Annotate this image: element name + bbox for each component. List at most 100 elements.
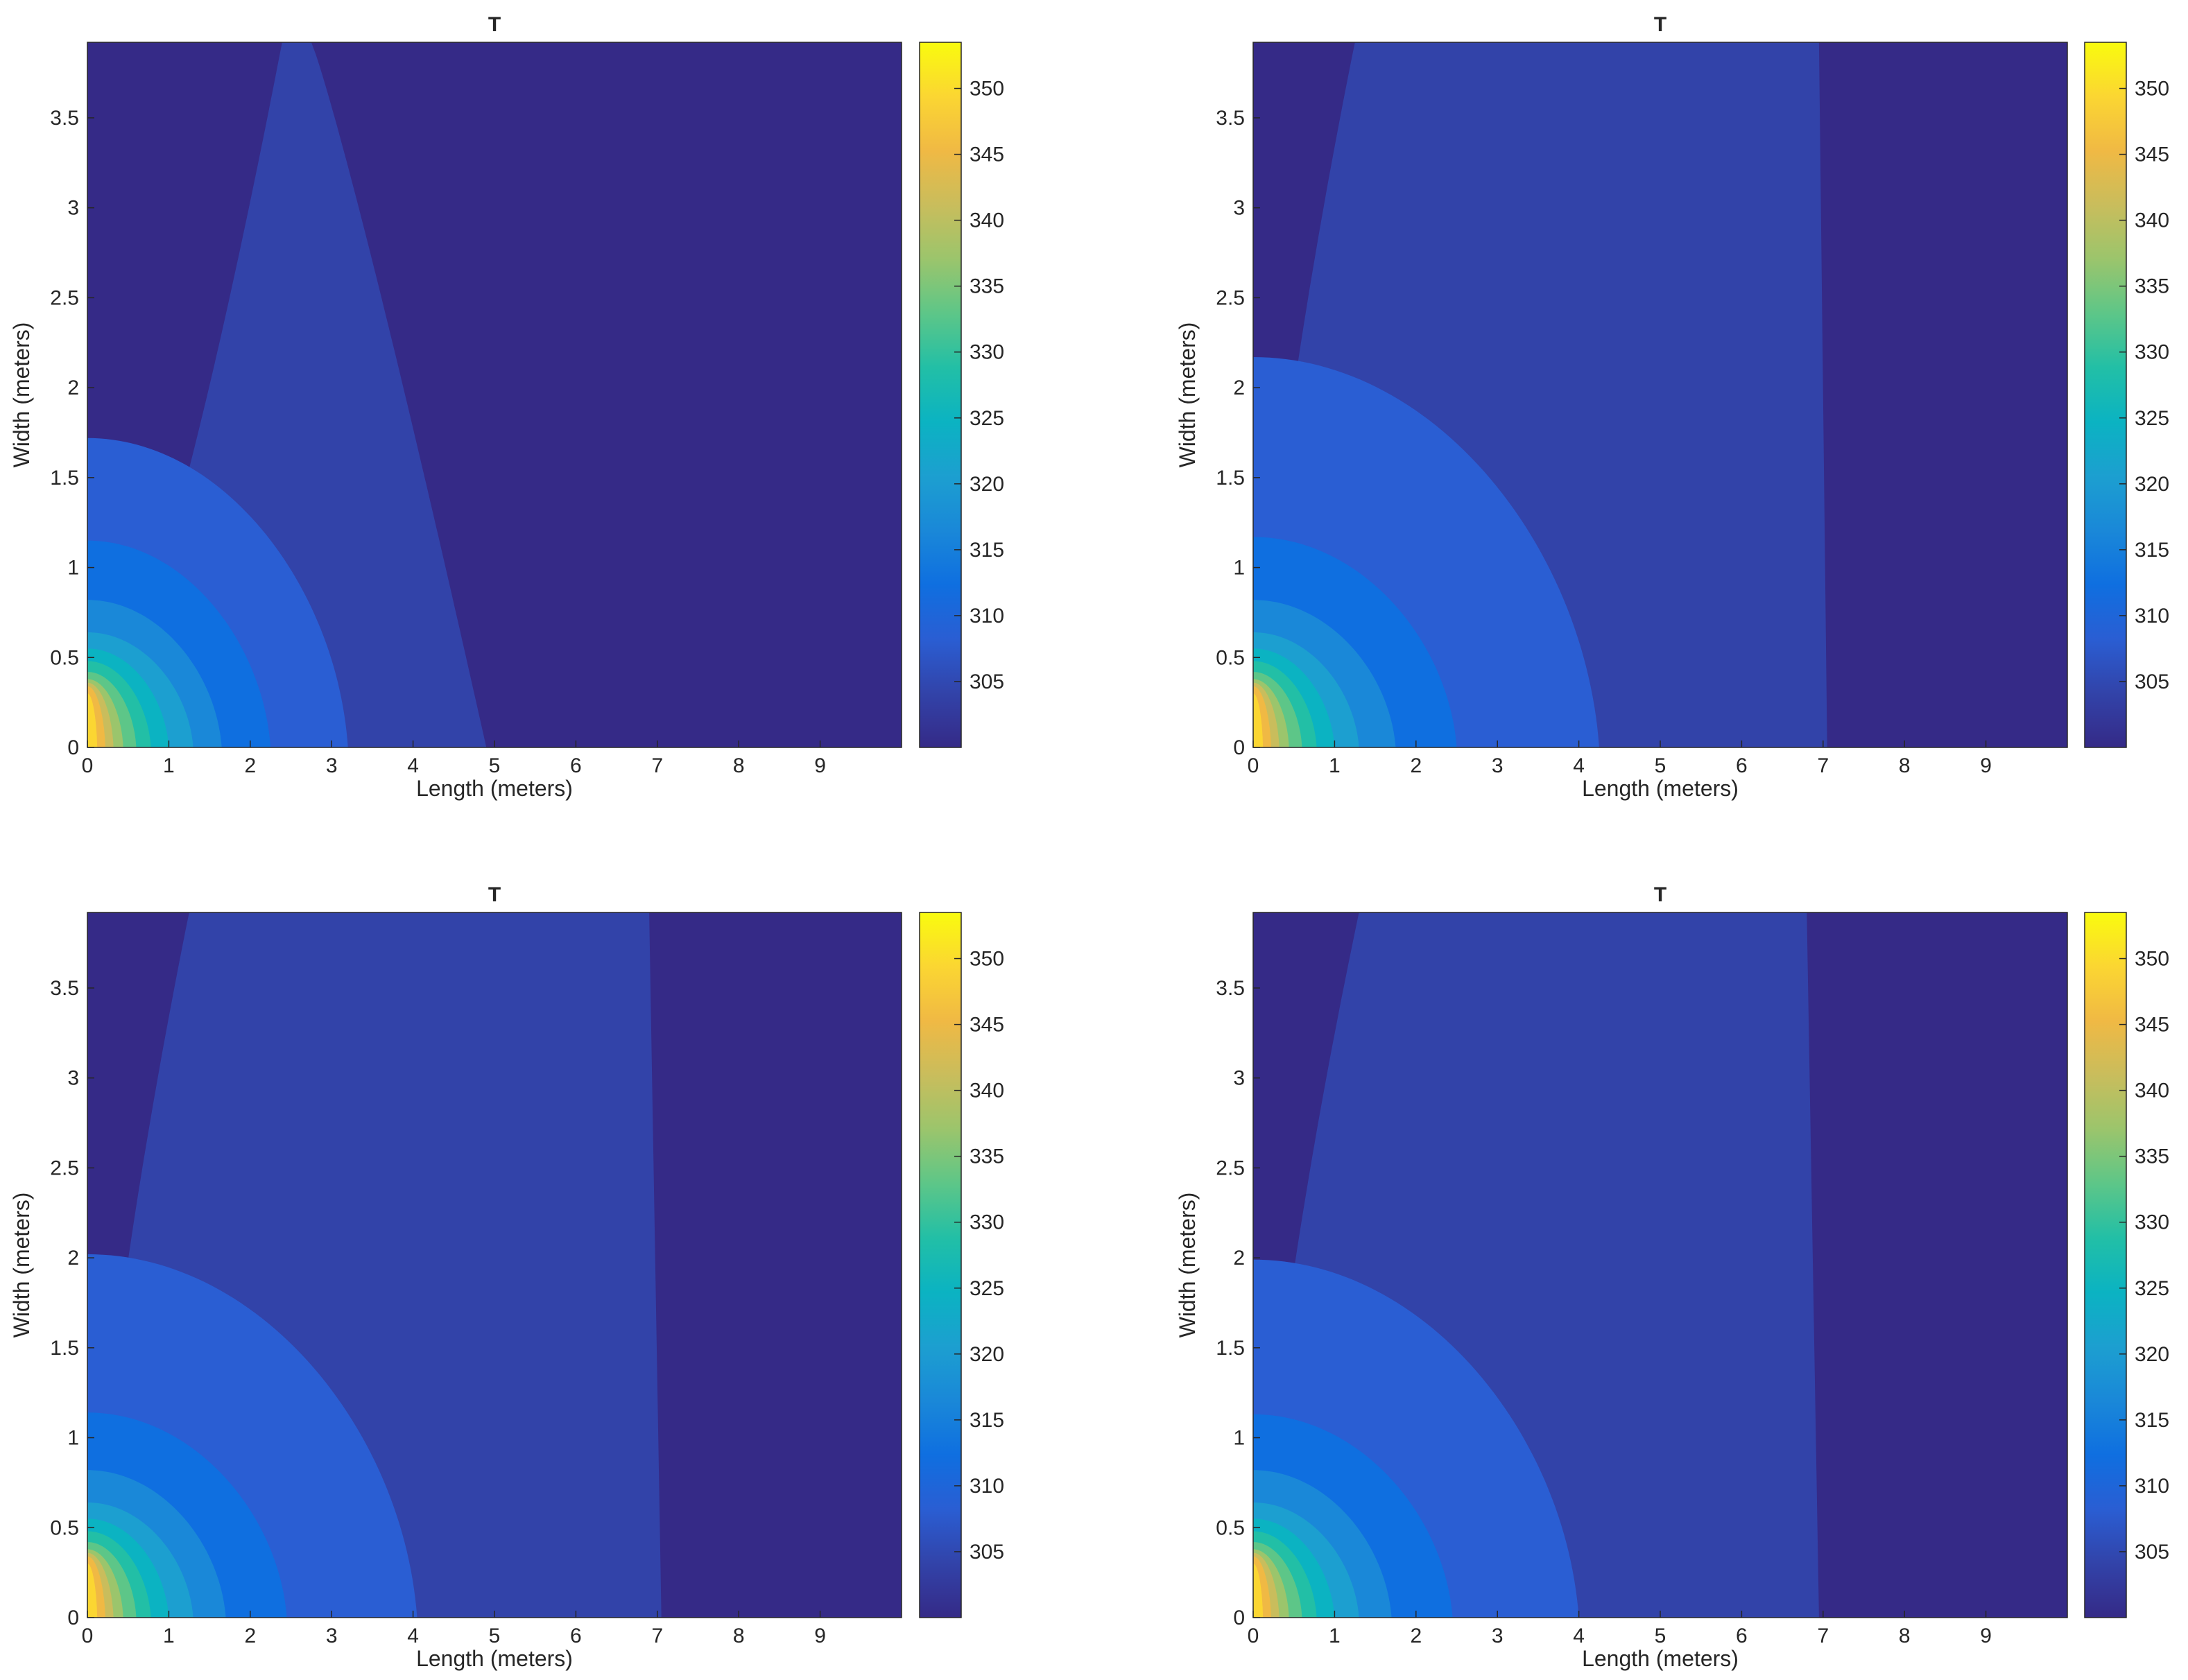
x-tick-label: 5 [1655,1625,1666,1647]
colorbar-tick-label: 340 [970,1080,1004,1102]
y-axis-label: Width (meters) [9,322,34,468]
x-tick-label: 0 [82,1625,94,1647]
y-tick-label: 3.5 [50,977,79,1000]
x-tick-label: 4 [1573,754,1585,777]
y-tick-label: 3 [67,1067,79,1090]
x-tick-label: 0 [82,754,94,777]
contour-level-12 [87,1564,98,1618]
colorbar-tick-label: 305 [2135,1541,2169,1564]
y-tick-label: 2 [1233,376,1245,399]
colorbar-tick-label: 315 [970,539,1004,562]
y-tick-label: 3.5 [1216,977,1245,1000]
colorbar-tick-label: 315 [2135,539,2169,562]
colorbar-tick-label: 345 [2135,144,2169,166]
colorbar-tick-label: 335 [2135,1145,2169,1168]
colorbar-tick-label: 325 [2135,407,2169,430]
y-tick-label: 3.5 [1216,107,1245,130]
colorbar-tick-label: 330 [2135,341,2169,364]
colorbar: 305 310 315 320 325 330 335 340 345 350 [919,912,1004,1618]
x-tick-label: 2 [1410,754,1422,777]
y-tick-label: 1.5 [1216,467,1245,490]
x-tick-label: 6 [1736,1625,1748,1647]
colorbar-tick-label: 310 [2135,605,2169,627]
y-tick-label: 1 [1233,1427,1245,1450]
y-tick-label: 0 [67,1607,79,1629]
x-tick-label: 3 [1492,1625,1504,1647]
x-tick-label: 5 [489,754,501,777]
x-tick-label: 7 [651,754,663,777]
colorbar-tick-label: 350 [2135,948,2169,971]
colorbar-tick-label: 305 [970,670,1004,693]
contour-level-12 [1253,693,1264,747]
colorbar-tick-label: 350 [2135,78,2169,101]
x-tick-label: 8 [1899,754,1911,777]
colorbar-tick-label: 330 [970,341,1004,364]
colorbar-tick-label: 330 [2135,1211,2169,1234]
x-tick-label: 4 [407,754,419,777]
x-tick-label: 3 [1492,754,1504,777]
x-tick-label: 9 [814,1625,826,1647]
colorbar-tick-label: 325 [970,407,1004,430]
x-axis-label: Length (meters) [416,1646,573,1671]
y-tick-label: 0 [1233,1607,1245,1629]
colorbar-gradient [2084,912,2127,1618]
y-tick-label: 3 [67,197,79,220]
colorbar-tick-label: 325 [2135,1277,2169,1300]
x-tick-label: 9 [1980,1625,1992,1647]
y-tick-label: 0.5 [50,1516,79,1539]
x-tick-label: 8 [1899,1625,1911,1647]
x-tick-label: 7 [1817,1625,1829,1647]
y-tick-label: 3.5 [50,107,79,130]
x-tick-label: 2 [244,754,256,777]
panel-title: T [1654,13,1666,36]
y-axis-label: Width (meters) [9,1193,34,1338]
x-tick-label: 5 [1655,754,1666,777]
y-tick-label: 0 [67,736,79,759]
panel-title: T [488,883,501,906]
y-tick-label: 0 [1233,736,1245,759]
x-axis-label: Length (meters) [416,776,573,801]
colorbar-tick-label: 310 [970,605,1004,627]
colorbar-tick-label: 320 [970,1343,1004,1366]
y-tick-label: 1 [67,557,79,580]
x-tick-label: 2 [244,1625,256,1647]
y-tick-label: 2 [67,1247,79,1270]
x-tick-label: 7 [1817,754,1829,777]
x-axis-label: Length (meters) [1582,776,1739,801]
colorbar-tick-label: 340 [970,209,1004,232]
y-tick-label: 2 [67,376,79,399]
panel-title: T [1654,883,1666,906]
colorbar-tick-label: 345 [2135,1014,2169,1037]
x-tick-label: 1 [1329,1625,1341,1647]
colorbar-gradient [2084,42,2127,748]
colorbar-tick-label: 315 [2135,1409,2169,1432]
x-tick-label: 1 [163,754,175,777]
x-tick-label: 0 [1248,1625,1259,1647]
colorbar-tick-label: 315 [970,1409,1004,1432]
colorbar-tick-label: 320 [2135,1343,2169,1366]
x-tick-label: 3 [326,754,338,777]
colorbar: 305 310 315 320 325 330 335 340 345 350 [2084,912,2169,1618]
x-tick-label: 4 [407,1625,419,1647]
colorbar-gradient [919,912,962,1618]
x-tick-label: 1 [1329,754,1341,777]
x-tick-label: 7 [651,1625,663,1647]
colorbar-tick-label: 320 [970,473,1004,496]
colorbar-tick-label: 330 [970,1211,1004,1234]
colorbar-tick-label: 340 [2135,209,2169,232]
x-tick-label: 4 [1573,1625,1585,1647]
x-tick-label: 5 [489,1625,501,1647]
y-axis-label: Width (meters) [1175,322,1200,468]
contour-level-12 [87,693,98,747]
x-tick-label: 9 [1980,754,1992,777]
y-tick-label: 0.5 [50,646,79,669]
y-tick-label: 1.5 [50,1337,79,1360]
colorbar-tick-label: 345 [970,144,1004,166]
x-axis-label: Length (meters) [1582,1646,1739,1671]
x-tick-label: 2 [1410,1625,1422,1647]
y-tick-label: 2 [1233,1247,1245,1270]
x-tick-label: 1 [163,1625,175,1647]
